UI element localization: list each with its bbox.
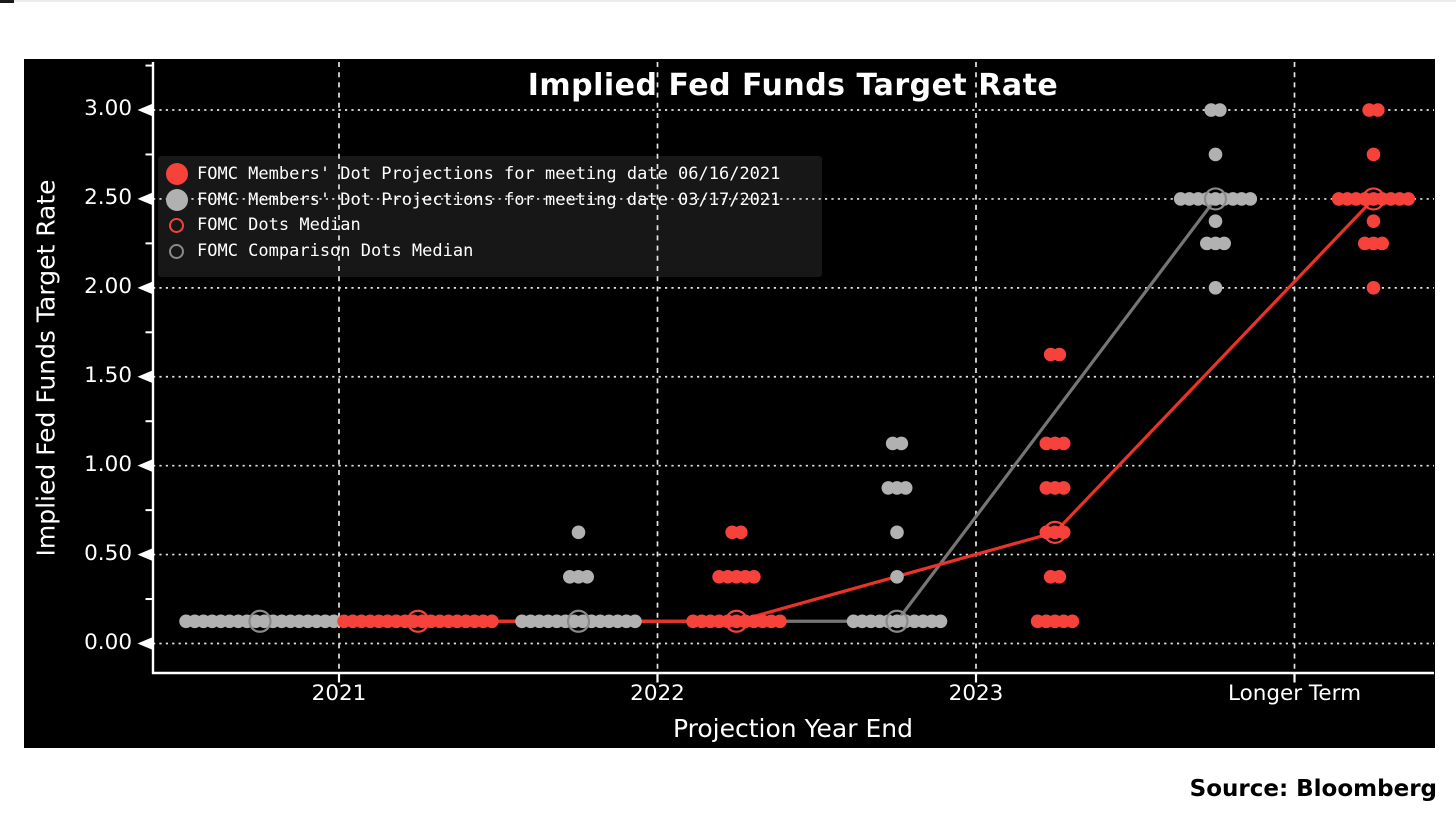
projection-dot	[1213, 103, 1227, 117]
projection-dot	[1052, 570, 1067, 584]
median-ring	[406, 609, 430, 633]
projection-dot	[890, 570, 904, 584]
projection-dot	[1401, 192, 1416, 206]
projection-dot	[1208, 281, 1223, 295]
projection-dot	[894, 436, 909, 451]
projection-dot	[580, 570, 594, 584]
projection-dot	[773, 614, 787, 629]
top-left-artifact	[0, 0, 14, 3]
y-tick-arrow	[137, 370, 153, 384]
projection-dot	[1371, 103, 1385, 117]
y-tick-arrow	[137, 192, 153, 206]
projection-dot	[1065, 614, 1080, 629]
legend-background	[158, 156, 822, 277]
median-ring	[1361, 187, 1386, 211]
projection-dot	[747, 570, 761, 584]
median-ring	[1043, 520, 1067, 544]
median-line-june	[418, 197, 1375, 623]
projection-dot	[1366, 147, 1381, 162]
top-edge-line	[0, 0, 1456, 2]
median-ring	[724, 609, 749, 633]
projection-dot	[1208, 214, 1223, 228]
projection-dot	[734, 525, 748, 540]
median-ring	[566, 609, 591, 633]
y-tick-arrow	[137, 637, 153, 650]
projection-dot	[933, 614, 948, 629]
projection-dot	[1056, 525, 1071, 540]
median-ring	[248, 609, 272, 633]
projection-dot	[1056, 436, 1071, 451]
projection-dot	[1208, 147, 1223, 162]
projection-dot	[1243, 192, 1258, 206]
projection-dot	[485, 614, 499, 629]
y-tick-arrow	[137, 459, 153, 473]
projection-dot	[327, 614, 341, 629]
projection-dot	[1217, 236, 1231, 251]
projection-dot	[1052, 347, 1067, 362]
projection-dot	[890, 525, 904, 540]
y-tick-arrow	[137, 281, 153, 295]
median-line-march	[260, 197, 1217, 623]
projection-dot	[628, 614, 642, 629]
y-tick-arrow	[137, 103, 153, 117]
source-note: Source: Bloomberg	[1189, 776, 1437, 802]
projection-dot	[898, 481, 913, 495]
projection-dot	[1375, 236, 1389, 251]
median-ring	[885, 609, 909, 633]
projection-dot	[1366, 281, 1381, 295]
median-ring	[1203, 187, 1228, 211]
projection-dot	[571, 525, 586, 540]
y-tick-arrow	[137, 548, 153, 562]
projection-dot	[1366, 214, 1381, 228]
projection-dot	[1056, 481, 1071, 495]
